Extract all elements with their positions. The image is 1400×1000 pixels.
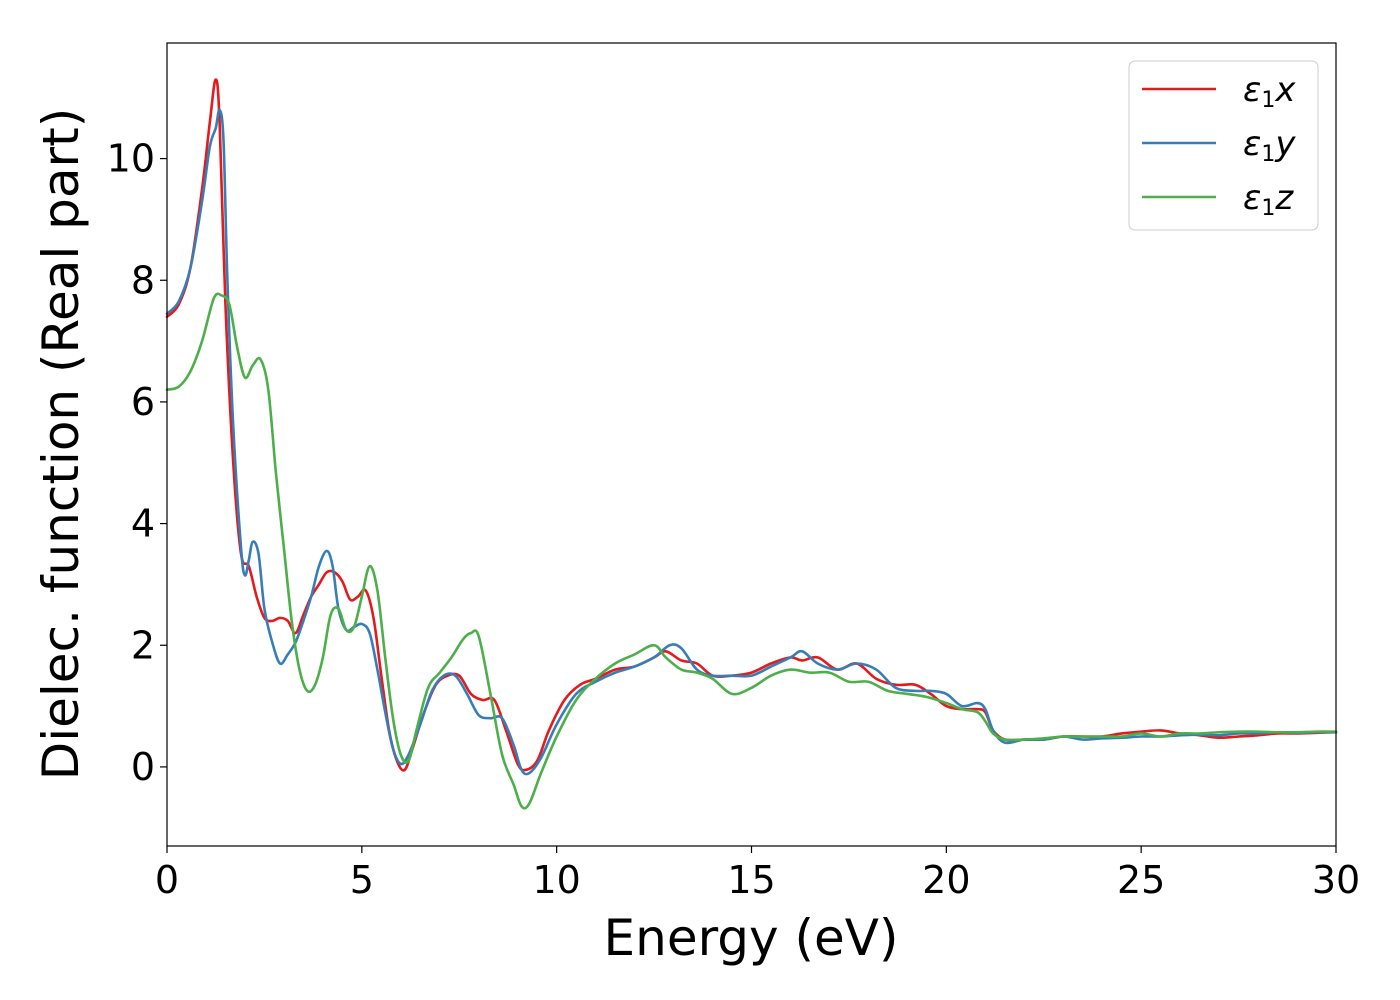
x-tick-label: 25	[1117, 858, 1165, 902]
y-tick-label: 0	[131, 745, 155, 789]
x-axis-label: Energy (eV)	[604, 909, 899, 967]
y-tick-label: 8	[131, 258, 155, 302]
x-tick-label: 10	[532, 858, 580, 902]
x-tick-label: 15	[727, 858, 775, 902]
y-axis-label: Dielec. function (Real part)	[32, 108, 90, 780]
y-axis: 0 2 4 6 8 10	[107, 137, 167, 789]
x-tick-label: 5	[350, 858, 374, 902]
series-line-z	[165, 292, 1338, 810]
y-tick-label: 4	[131, 502, 155, 546]
y-tick-label: 2	[131, 623, 155, 667]
y-tick-label: 10	[107, 137, 155, 181]
x-tick-label: 0	[155, 858, 179, 902]
legend-label-x: ε1x	[1243, 70, 1296, 113]
legend-label-z: ε1z	[1243, 178, 1294, 221]
legend-box	[1128, 60, 1319, 231]
legend-label-y: ε1y	[1243, 124, 1296, 167]
x-axis: 0 5 10 15 20 25 30	[155, 846, 1360, 902]
x-tick-label: 30	[1312, 858, 1360, 902]
legend: ε1x ε1y ε1z	[1128, 60, 1319, 231]
x-tick-label: 20	[922, 858, 970, 902]
y-tick-label: 6	[131, 380, 155, 424]
series-layer	[165, 78, 1338, 810]
